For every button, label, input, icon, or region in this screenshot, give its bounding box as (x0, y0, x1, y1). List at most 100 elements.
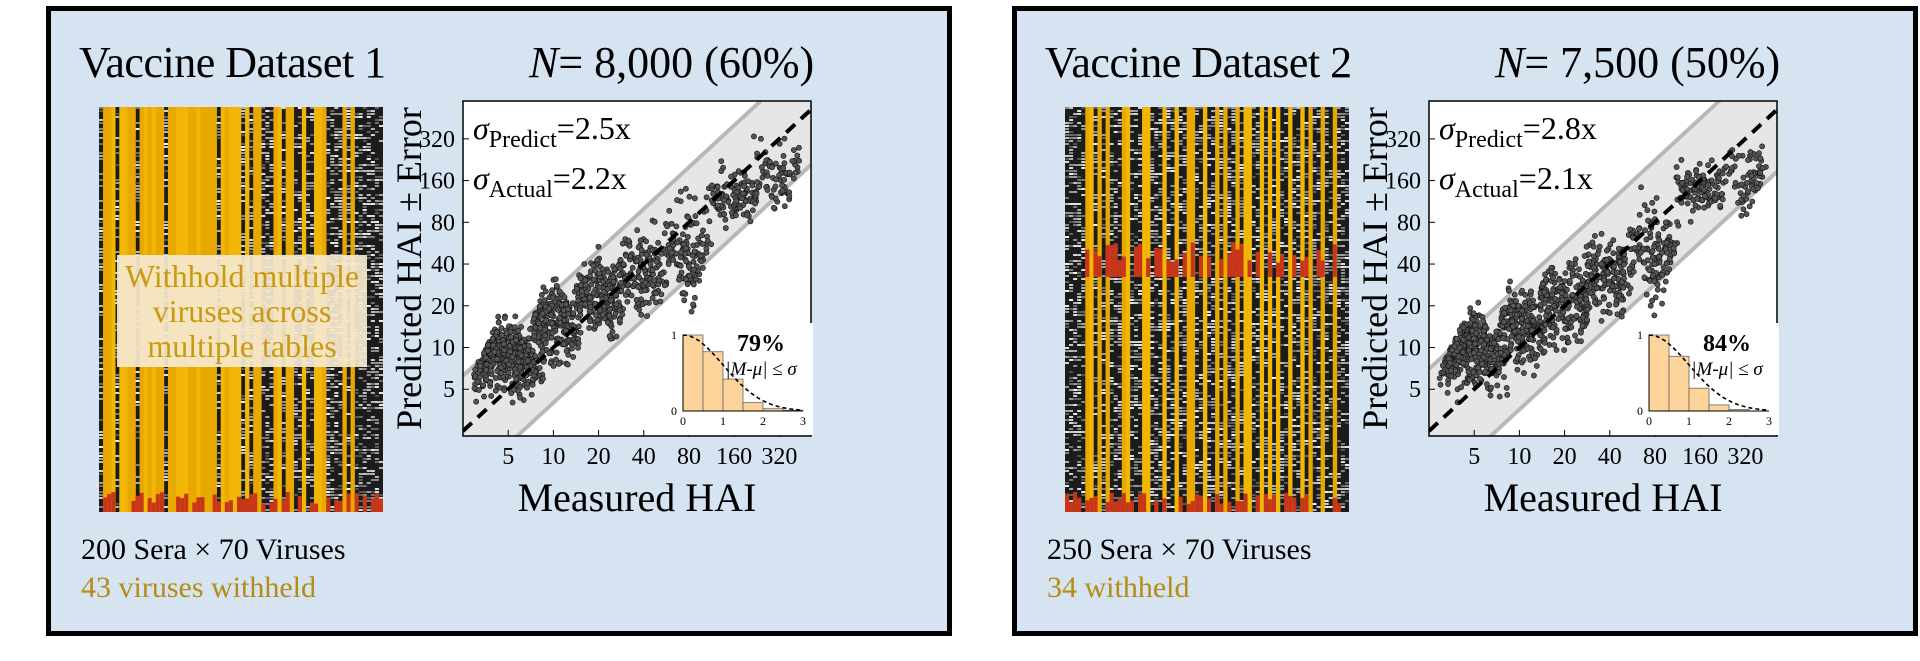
series-20 (1537, 256, 1593, 353)
data-point (636, 306, 643, 313)
data-point (541, 297, 548, 304)
data-point (1689, 176, 1696, 183)
data-point (718, 168, 725, 174)
data-point (1445, 381, 1451, 388)
data-point (1630, 268, 1637, 275)
data-point (683, 258, 689, 265)
data-point (1581, 253, 1588, 259)
data-point (625, 281, 632, 288)
data-point (633, 296, 640, 303)
data-point (1509, 318, 1516, 325)
data-point (531, 333, 538, 340)
data-point (618, 279, 624, 286)
data-point (1453, 336, 1460, 342)
data-point (1460, 336, 1467, 343)
data-point (1451, 343, 1458, 350)
data-point (1606, 310, 1613, 316)
data-point (635, 284, 642, 291)
data-point (1502, 304, 1508, 311)
data-point (507, 328, 514, 335)
data-point (769, 164, 776, 171)
data-point (1591, 299, 1598, 306)
data-point (1544, 307, 1551, 314)
data-point (1614, 269, 1620, 276)
y-tick-label: 80 (431, 210, 455, 236)
data-point (699, 265, 706, 271)
data-point (690, 301, 697, 308)
inset-bar (1708, 404, 1730, 412)
data-point (1583, 243, 1590, 250)
data-point (1687, 218, 1694, 225)
data-point (743, 212, 750, 218)
data-point (1631, 245, 1638, 251)
x-tick-label: 80 (1643, 444, 1667, 470)
data-point (1649, 199, 1656, 206)
data-point (506, 343, 513, 349)
data-point (1477, 376, 1483, 382)
data-point (501, 341, 507, 347)
data-point (1475, 364, 1482, 371)
data-point (556, 288, 563, 295)
data-point (1471, 335, 1477, 342)
data-point (1515, 334, 1522, 340)
data-point (1519, 315, 1525, 322)
data-point (619, 311, 626, 318)
data-point (1601, 277, 1607, 284)
data-point (1564, 286, 1570, 293)
data-point (1610, 237, 1617, 244)
data-point (1495, 369, 1502, 376)
data-point (1712, 195, 1718, 202)
data-point (686, 273, 693, 279)
data-point (708, 241, 715, 248)
data-point (1614, 311, 1621, 318)
data-point (569, 341, 576, 348)
data-point (1663, 260, 1670, 267)
x-tick-label: 10 (541, 444, 565, 470)
data-point (634, 227, 641, 234)
data-point (1510, 323, 1516, 330)
data-point (683, 245, 689, 252)
data-point (642, 287, 648, 294)
data-point (685, 214, 692, 221)
data-point (1573, 284, 1580, 291)
data-point (1749, 198, 1756, 205)
data-point (609, 328, 616, 335)
data-point (582, 301, 589, 308)
data-point (1479, 361, 1485, 367)
data-point (494, 356, 501, 363)
data-point (472, 366, 479, 373)
data-point (1603, 256, 1610, 263)
data-point (624, 298, 631, 305)
data-point (1670, 245, 1677, 252)
data-point (570, 354, 577, 360)
inset-gaussian-curve (682, 334, 804, 411)
data-point (644, 313, 650, 319)
data-point (1655, 246, 1662, 252)
data-point (546, 350, 553, 357)
series-80 (661, 185, 715, 315)
data-point (1598, 261, 1605, 267)
data-point (1607, 287, 1613, 294)
data-point (517, 345, 524, 352)
heatmap: Withhold multiple viruses across multipl… (99, 107, 383, 512)
data-point (1659, 300, 1665, 307)
data-point (1552, 307, 1559, 314)
data-point (1692, 202, 1699, 209)
plot-clip-group (1429, 101, 1777, 436)
data-point (1510, 302, 1517, 309)
data-point (735, 168, 742, 175)
data-point (519, 339, 525, 345)
series-10 (1491, 278, 1548, 380)
data-point (509, 399, 516, 406)
data-point (629, 264, 636, 271)
data-point (1507, 278, 1513, 285)
data-point (1693, 168, 1699, 175)
data-point (700, 227, 706, 234)
data-point (1664, 249, 1670, 256)
data-point (1508, 333, 1515, 340)
data-point (676, 276, 682, 283)
data-point (1460, 324, 1467, 331)
data-point (1705, 181, 1712, 188)
dataset-size-caption: 250 Sera × 70 Viruses (1047, 533, 1312, 566)
data-point (1513, 311, 1520, 318)
